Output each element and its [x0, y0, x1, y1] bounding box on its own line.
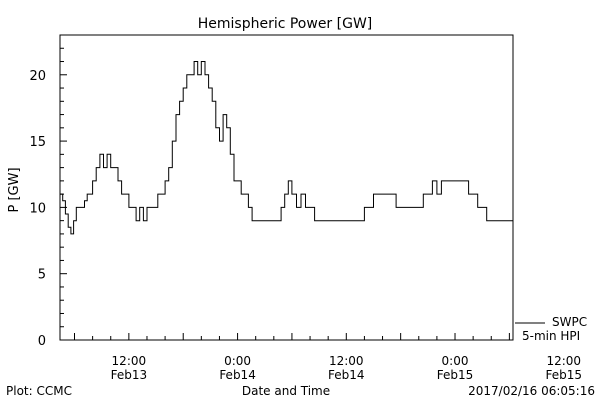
x-tick-time-label: 12:00	[112, 354, 147, 368]
series-layer	[60, 61, 514, 235]
x-tick-time-label: 0:00	[442, 354, 469, 368]
x-tick-time-label: 12:00	[329, 354, 364, 368]
y-tick-label: 10	[29, 201, 46, 216]
y-tick-label: 0	[38, 334, 46, 349]
x-tick-date-label: Feb13	[111, 368, 148, 382]
footer-plot-credit: Plot: CCMC	[6, 384, 72, 398]
y-tick-label: 20	[29, 69, 46, 84]
x-tick-date-label: Feb14	[219, 368, 256, 382]
x-axis-ticks: 12:00Feb130:00Feb1412:00Feb140:00Feb1512…	[73, 333, 582, 382]
legend-swpc-label: SWPC	[552, 315, 587, 329]
x-tick-date-label: Feb14	[328, 368, 365, 382]
x-axis-label: Date and Time	[242, 384, 330, 398]
x-tick-time-label: 0:00	[224, 354, 251, 368]
y-axis-label: P [GW]	[7, 167, 22, 212]
x-tick-date-label: Feb15	[437, 368, 474, 382]
footer-timestamp: 2017/02/16 06:05:16	[468, 384, 595, 398]
y-axis-ticks: 0 5 10 15 20	[29, 47, 67, 349]
chart-title: Hemispheric Power [GW]	[198, 16, 373, 32]
legend-hpi-label: 5-min HPI	[522, 329, 580, 343]
x-tick-date-label: Feb15	[545, 368, 582, 382]
plot-frame	[59, 34, 514, 341]
x-tick-time-label: 12:00	[546, 354, 581, 368]
series-line-swpc	[60, 61, 514, 235]
y-tick-label: 5	[38, 268, 46, 283]
y-tick-label: 15	[29, 135, 46, 150]
